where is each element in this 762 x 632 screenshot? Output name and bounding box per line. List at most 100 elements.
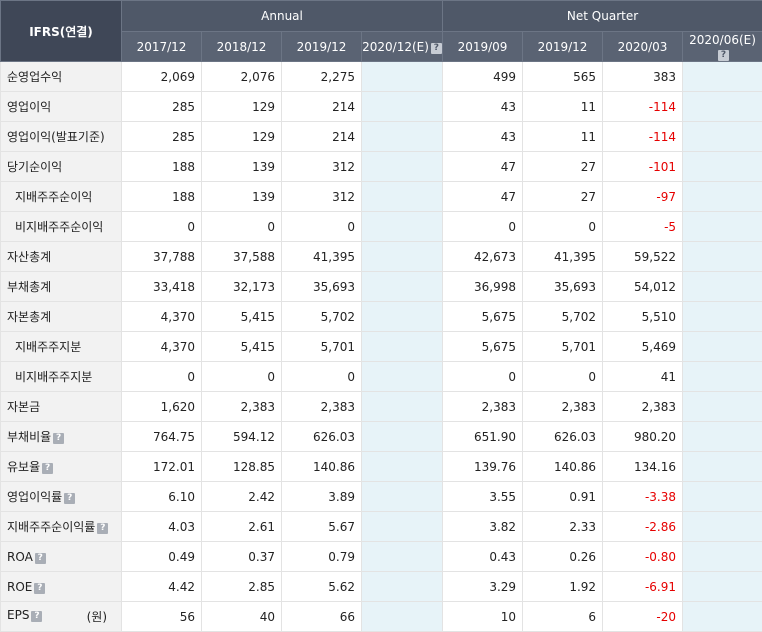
value-cell: 27 bbox=[523, 182, 603, 212]
value-cell: 129 bbox=[202, 122, 282, 152]
value-cell: 139 bbox=[202, 152, 282, 182]
row-label-text: 지배주주순이익률 bbox=[7, 520, 95, 534]
value-cell: 41,395 bbox=[523, 242, 603, 272]
help-icon[interactable]: ? bbox=[35, 553, 46, 564]
value-cell: 2,076 bbox=[202, 62, 282, 92]
row-label: 자본금 bbox=[1, 392, 122, 422]
ifrs-header: IFRS(연결) bbox=[1, 1, 122, 62]
value-cell: -114 bbox=[603, 92, 683, 122]
estimate-cell bbox=[683, 452, 762, 482]
value-cell: 285 bbox=[122, 92, 202, 122]
row-label: 영업이익 bbox=[1, 92, 122, 122]
estimate-cell bbox=[362, 182, 443, 212]
value-cell: 37,588 bbox=[202, 242, 282, 272]
row-label-text: 지배주주순이익 bbox=[15, 190, 92, 204]
value-cell: 2.85 bbox=[202, 572, 282, 602]
value-cell: 27 bbox=[523, 152, 603, 182]
estimate-cell bbox=[362, 272, 443, 302]
period-header: 2017/12 bbox=[122, 32, 202, 62]
row-label: 영업이익(발표기준) bbox=[1, 122, 122, 152]
value-cell: 139 bbox=[202, 182, 282, 212]
estimate-cell bbox=[683, 332, 762, 362]
value-cell: 5,702 bbox=[523, 302, 603, 332]
value-cell: 1,620 bbox=[122, 392, 202, 422]
value-cell: 5.62 bbox=[282, 572, 362, 602]
row-label-text: 자본금 bbox=[7, 400, 40, 414]
help-icon[interactable]: ? bbox=[97, 523, 108, 534]
value-cell: 5,701 bbox=[282, 332, 362, 362]
help-icon[interactable]: ? bbox=[31, 611, 42, 622]
row-label: EPS? (원) bbox=[1, 602, 122, 632]
help-icon[interactable]: ? bbox=[42, 463, 53, 474]
row-label: ROA? bbox=[1, 542, 122, 572]
value-cell: 2.42 bbox=[202, 482, 282, 512]
help-icon[interactable]: ? bbox=[718, 50, 729, 61]
value-cell: 3.29 bbox=[443, 572, 523, 602]
value-cell: 3.82 bbox=[443, 512, 523, 542]
estimate-cell bbox=[683, 92, 762, 122]
value-cell: 6.10 bbox=[122, 482, 202, 512]
value-cell: 0.37 bbox=[202, 542, 282, 572]
value-cell: 5,469 bbox=[603, 332, 683, 362]
value-cell: 134.16 bbox=[603, 452, 683, 482]
value-cell: 128.85 bbox=[202, 452, 282, 482]
help-icon[interactable]: ? bbox=[34, 583, 45, 594]
estimate-cell bbox=[683, 62, 762, 92]
estimate-cell bbox=[362, 452, 443, 482]
help-icon[interactable]: ? bbox=[53, 433, 64, 444]
estimate-cell bbox=[683, 272, 762, 302]
row-label-text: ROA bbox=[7, 550, 33, 564]
row-label: 지배주주지분 bbox=[1, 332, 122, 362]
estimate-cell bbox=[362, 392, 443, 422]
value-cell: 0 bbox=[202, 212, 282, 242]
estimate-cell bbox=[683, 242, 762, 272]
row-label: 자산총계 bbox=[1, 242, 122, 272]
row-label-text: 부채총계 bbox=[7, 280, 51, 294]
value-cell: 188 bbox=[122, 152, 202, 182]
value-cell: 41,395 bbox=[282, 242, 362, 272]
row-label-text: EPS bbox=[7, 608, 29, 622]
row-label-text: 유보율 bbox=[7, 460, 40, 474]
value-cell: -6.91 bbox=[603, 572, 683, 602]
estimate-cell bbox=[362, 572, 443, 602]
estimate-cell bbox=[683, 572, 762, 602]
value-cell: 11 bbox=[523, 92, 603, 122]
value-cell: 41 bbox=[603, 362, 683, 392]
help-icon[interactable]: ? bbox=[431, 43, 442, 54]
row-label: 부채총계 bbox=[1, 272, 122, 302]
row-label: 지배주주순이익률? bbox=[1, 512, 122, 542]
value-cell: 4.42 bbox=[122, 572, 202, 602]
value-cell: 0.79 bbox=[282, 542, 362, 572]
estimate-cell bbox=[362, 92, 443, 122]
value-cell: 499 bbox=[443, 62, 523, 92]
value-cell: 43 bbox=[443, 122, 523, 152]
help-icon[interactable]: ? bbox=[64, 493, 75, 504]
value-cell: 5,701 bbox=[523, 332, 603, 362]
value-cell: -2.86 bbox=[603, 512, 683, 542]
value-cell: 6 bbox=[523, 602, 603, 632]
value-cell: 2,383 bbox=[202, 392, 282, 422]
row-label-text: 부채비율 bbox=[7, 430, 51, 444]
value-cell: 37,788 bbox=[122, 242, 202, 272]
value-cell: 40 bbox=[202, 602, 282, 632]
value-cell: 54,012 bbox=[603, 272, 683, 302]
value-cell: 312 bbox=[282, 182, 362, 212]
estimate-cell bbox=[683, 302, 762, 332]
annual-header: Annual bbox=[122, 1, 443, 32]
value-cell: 594.12 bbox=[202, 422, 282, 452]
value-cell: 5.67 bbox=[282, 512, 362, 542]
value-cell: 59,522 bbox=[603, 242, 683, 272]
estimate-cell bbox=[683, 482, 762, 512]
estimate-cell bbox=[683, 602, 762, 632]
value-cell: 66 bbox=[282, 602, 362, 632]
value-cell: 4,370 bbox=[122, 332, 202, 362]
unit-label: (원) bbox=[87, 608, 115, 625]
value-cell: 626.03 bbox=[523, 422, 603, 452]
